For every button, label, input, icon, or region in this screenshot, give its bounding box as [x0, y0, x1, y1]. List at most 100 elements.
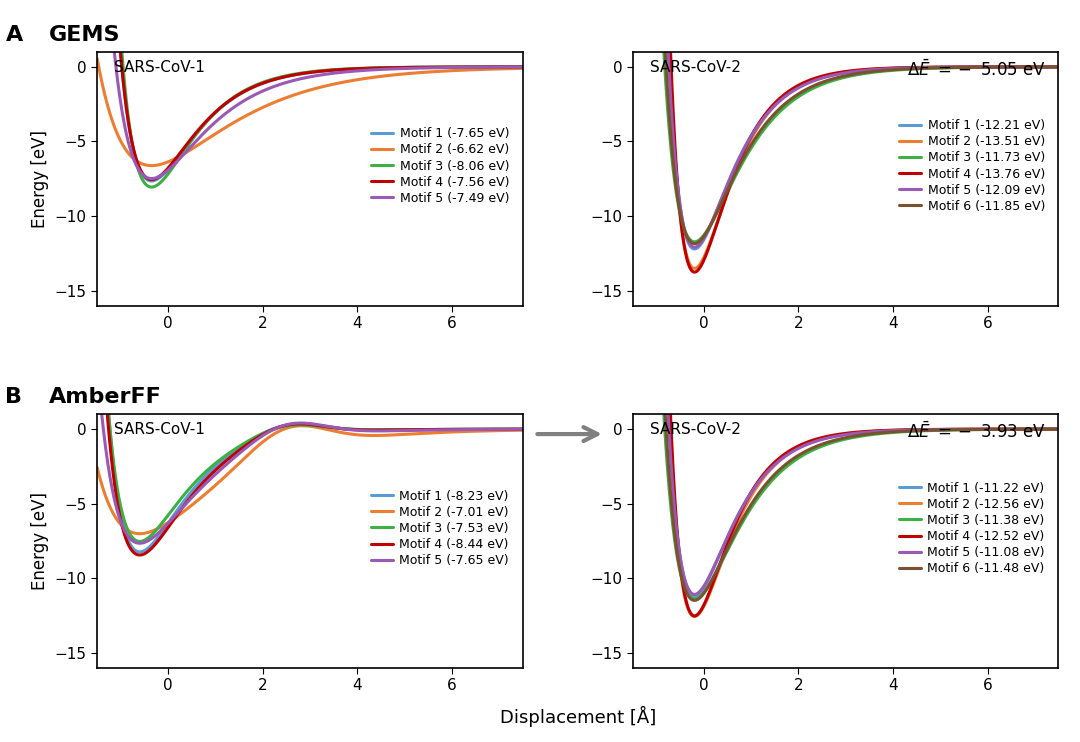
Motif 2 (-7.01 eV) — [423, 428, 436, 437]
Motif 4 (-8.44 eV) — [91, 239, 104, 248]
Motif 5 (-11.08 eV) — [688, 590, 701, 599]
Motif 4 (-8.44 eV) — [383, 426, 396, 435]
Motif 4 (-12.52 eV) — [959, 425, 972, 434]
Motif 5 (-11.08 eV) — [959, 425, 972, 434]
Line: Motif 1 (-7.65 eV): Motif 1 (-7.65 eV) — [97, 0, 523, 181]
Motif 1 (-8.23 eV) — [91, 197, 104, 206]
Line: Motif 2 (-12.56 eV): Motif 2 (-12.56 eV) — [633, 0, 1058, 617]
Motif 2 (-7.01 eV) — [383, 430, 396, 439]
Motif 1 (-11.22 eV) — [1052, 424, 1065, 433]
Motif 3 (-11.73 eV) — [967, 63, 980, 72]
Motif 1 (-7.65 eV) — [134, 167, 147, 176]
Motif 5 (-7.49 eV) — [279, 79, 292, 88]
Line: Motif 5 (-11.08 eV): Motif 5 (-11.08 eV) — [633, 0, 1058, 594]
Motif 5 (-7.65 eV) — [431, 425, 444, 434]
Motif 3 (-11.38 eV) — [967, 425, 980, 434]
Motif 2 (-6.62 eV) — [264, 100, 276, 109]
Motif 1 (-11.22 eV) — [688, 592, 701, 601]
Motif 3 (-8.06 eV) — [422, 62, 435, 71]
Motif 5 (-7.49 eV) — [516, 62, 529, 71]
Legend: Motif 1 (-12.21 eV), Motif 2 (-13.51 eV), Motif 3 (-11.73 eV), Motif 4 (-13.76 e: Motif 1 (-12.21 eV), Motif 2 (-13.51 eV)… — [894, 114, 1050, 218]
Motif 1 (-7.65 eV) — [145, 177, 158, 186]
Motif 2 (-13.51 eV) — [688, 264, 701, 273]
Motif 2 (-7.01 eV) — [264, 433, 276, 441]
Motif 5 (-12.09 eV) — [670, 171, 683, 180]
Motif 2 (-13.51 eV) — [967, 62, 980, 71]
Motif 2 (-6.62 eV) — [422, 68, 435, 76]
Motif 2 (-13.51 eV) — [799, 79, 812, 88]
Motif 2 (-7.01 eV) — [516, 426, 529, 435]
Motif 4 (-7.56 eV) — [134, 165, 147, 174]
Motif 6 (-11.48 eV) — [967, 425, 980, 434]
Motif 4 (-13.76 eV) — [959, 62, 972, 71]
Motif 4 (-8.44 eV) — [516, 424, 529, 433]
Motif 3 (-8.06 eV) — [383, 63, 396, 72]
Motif 6 (-11.48 eV) — [919, 426, 932, 435]
Line: Motif 5 (-12.09 eV): Motif 5 (-12.09 eV) — [633, 0, 1058, 247]
Motif 5 (-7.65 eV) — [133, 539, 146, 548]
Motif 6 (-11.48 eV) — [670, 544, 683, 553]
Motif 1 (-12.21 eV) — [670, 170, 683, 179]
Motif 1 (-7.65 eV) — [279, 73, 292, 82]
Motif 5 (-12.09 eV) — [799, 80, 812, 89]
Motif 5 (-11.08 eV) — [814, 436, 827, 444]
Motif 3 (-7.53 eV) — [135, 537, 148, 546]
Line: Motif 6 (-11.48 eV): Motif 6 (-11.48 eV) — [633, 0, 1058, 600]
Motif 2 (-13.51 eV) — [919, 63, 932, 72]
Motif 5 (-11.08 eV) — [967, 425, 980, 434]
Line: Motif 3 (-8.06 eV): Motif 3 (-8.06 eV) — [97, 0, 523, 187]
Motif 2 (-6.62 eV) — [91, 54, 104, 63]
Motif 2 (-6.62 eV) — [279, 93, 292, 102]
Line: Motif 4 (-8.44 eV): Motif 4 (-8.44 eV) — [97, 243, 523, 555]
Motif 3 (-11.73 eV) — [670, 190, 683, 199]
Motif 4 (-7.56 eV) — [422, 63, 435, 72]
Motif 2 (-12.56 eV) — [967, 425, 980, 434]
Motif 2 (-7.01 eV) — [431, 428, 444, 437]
Motif 2 (-12.56 eV) — [919, 425, 932, 434]
Motif 3 (-11.38 eV) — [799, 450, 812, 459]
Motif 3 (-8.06 eV) — [264, 76, 276, 85]
Motif 3 (-7.53 eV) — [279, 421, 292, 430]
Motif 1 (-11.22 eV) — [814, 435, 827, 444]
Motif 3 (-11.38 eV) — [688, 594, 701, 603]
Motif 6 (-11.85 eV) — [967, 63, 980, 72]
Motif 3 (-11.38 eV) — [919, 426, 932, 435]
Motif 1 (-8.23 eV) — [279, 421, 292, 430]
Motif 5 (-12.09 eV) — [688, 243, 701, 252]
Motif 5 (-11.08 eV) — [1052, 424, 1065, 433]
Motif 4 (-8.44 eV) — [135, 551, 148, 559]
Motif 4 (-12.52 eV) — [688, 611, 701, 620]
Motif 1 (-7.65 eV) — [431, 63, 444, 72]
Motif 6 (-11.48 eV) — [1052, 424, 1065, 433]
Line: Motif 3 (-11.38 eV): Motif 3 (-11.38 eV) — [633, 0, 1058, 599]
Motif 1 (-8.23 eV) — [135, 548, 148, 556]
Line: Motif 3 (-11.73 eV): Motif 3 (-11.73 eV) — [633, 0, 1058, 242]
Motif 1 (-12.21 eV) — [814, 73, 827, 82]
Motif 6 (-11.85 eV) — [919, 64, 932, 73]
Motif 4 (-13.76 eV) — [814, 72, 827, 81]
Motif 2 (-12.56 eV) — [814, 435, 827, 444]
Line: Motif 4 (-7.56 eV): Motif 4 (-7.56 eV) — [97, 0, 523, 180]
Legend: Motif 1 (-11.22 eV), Motif 2 (-12.56 eV), Motif 3 (-11.38 eV), Motif 4 (-12.52 e: Motif 1 (-11.22 eV), Motif 2 (-12.56 eV)… — [893, 476, 1050, 580]
Motif 2 (-12.56 eV) — [688, 612, 701, 621]
Motif 3 (-7.53 eV) — [422, 425, 435, 434]
Motif 5 (-12.09 eV) — [814, 74, 827, 83]
Motif 6 (-11.85 eV) — [799, 85, 812, 94]
Line: Motif 3 (-7.53 eV): Motif 3 (-7.53 eV) — [97, 220, 523, 542]
Motif 3 (-11.38 eV) — [814, 442, 827, 451]
Motif 4 (-13.76 eV) — [919, 63, 932, 72]
Motif 3 (-11.38 eV) — [1052, 424, 1065, 433]
Motif 3 (-8.06 eV) — [516, 62, 529, 71]
Motif 5 (-11.08 eV) — [670, 525, 683, 533]
Motif 4 (-13.76 eV) — [967, 62, 980, 71]
Text: Displacement [Å]: Displacement [Å] — [500, 706, 656, 727]
Motif 1 (-8.23 eV) — [133, 548, 146, 556]
Motif 1 (-12.21 eV) — [799, 79, 812, 88]
Motif 4 (-12.52 eV) — [799, 439, 812, 447]
Motif 5 (-7.65 eV) — [422, 426, 435, 435]
Motif 5 (-12.09 eV) — [967, 62, 980, 71]
Line: Motif 4 (-13.76 eV): Motif 4 (-13.76 eV) — [633, 0, 1058, 272]
Motif 2 (-13.51 eV) — [1052, 62, 1065, 71]
Motif 3 (-8.06 eV) — [134, 171, 147, 180]
Motif 4 (-12.52 eV) — [967, 424, 980, 433]
